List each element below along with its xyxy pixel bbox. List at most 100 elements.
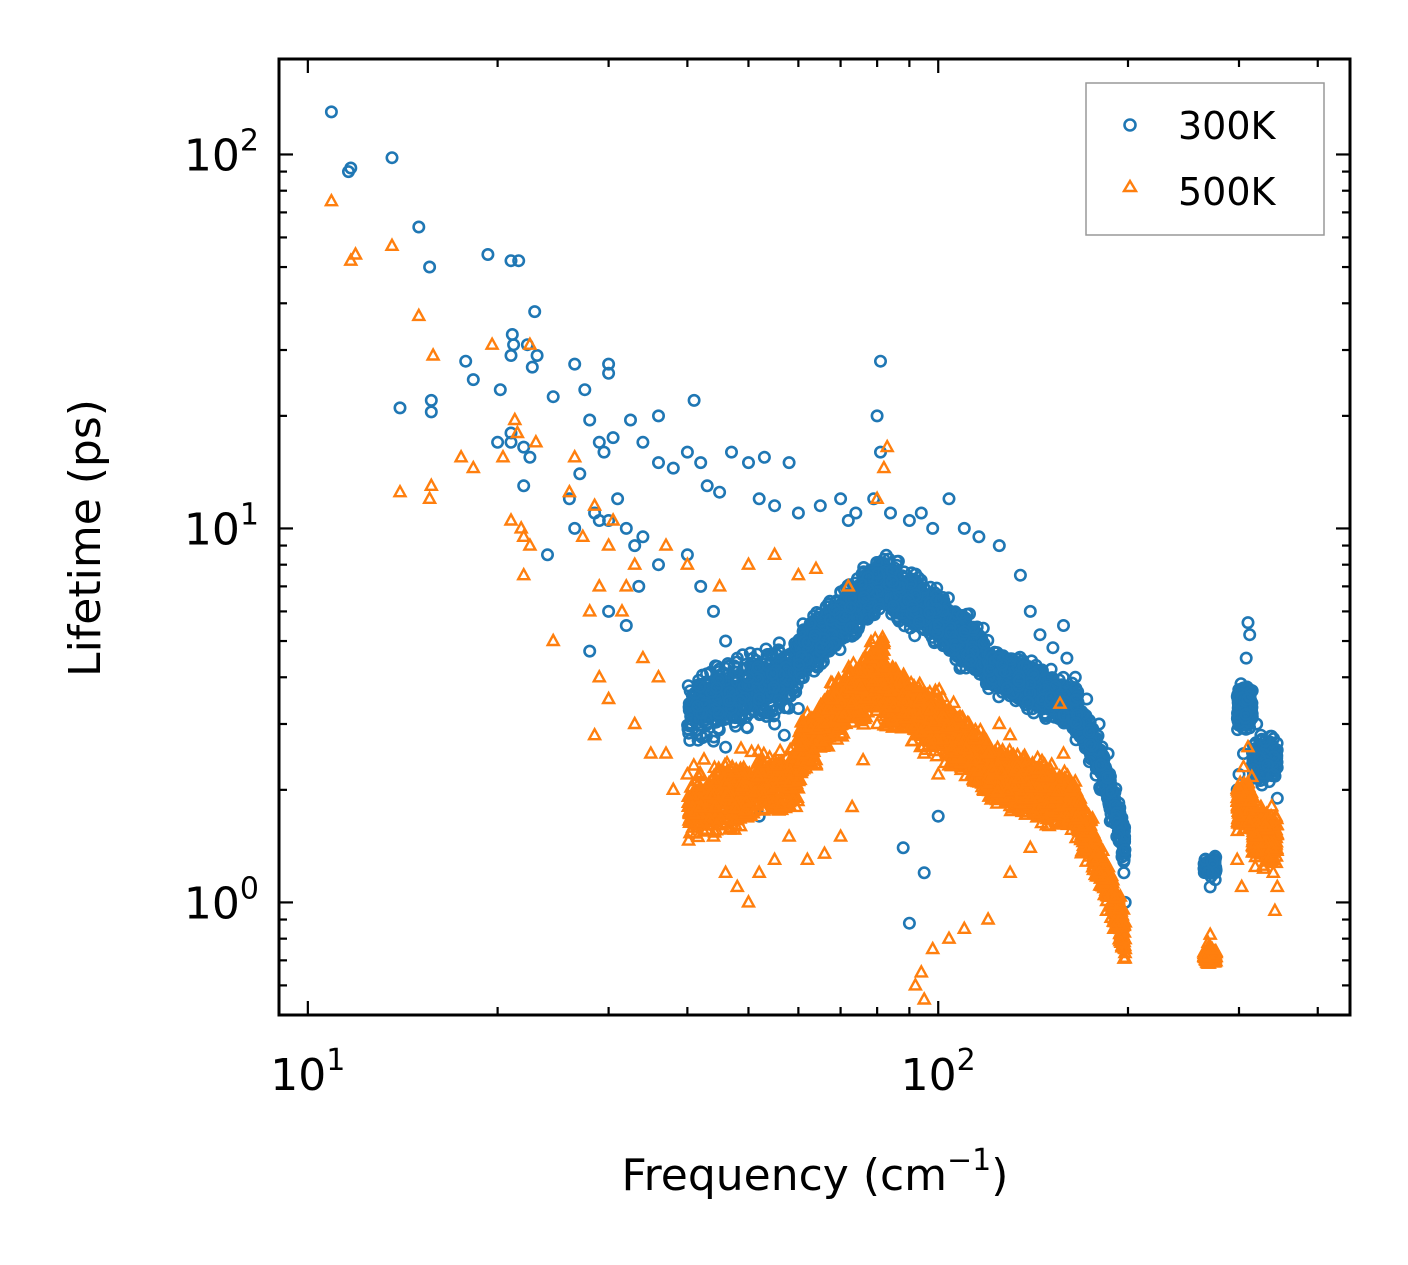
point-300k	[814, 640, 828, 654]
point-300k	[697, 698, 711, 712]
data-point-300k	[493, 383, 507, 397]
point-300k	[808, 629, 822, 643]
point-300k	[762, 706, 776, 720]
data-point-300k	[481, 248, 495, 262]
data-point-300k	[568, 357, 582, 371]
point-500k	[696, 751, 712, 765]
data-point-300k	[687, 393, 701, 407]
data-point-300k	[917, 866, 931, 880]
point-300k	[929, 594, 943, 608]
data-point-300k	[583, 644, 597, 658]
data-point-300k	[546, 390, 560, 404]
data-point-300k	[680, 445, 694, 459]
point-300k	[932, 618, 946, 632]
point-300k	[769, 664, 783, 678]
point-300k	[1043, 696, 1057, 710]
data-point-300k	[636, 435, 650, 449]
series-300k-cloud	[681, 548, 1284, 883]
data-point-300k	[902, 916, 916, 930]
point-300k	[724, 701, 738, 715]
data-point-300k	[694, 579, 708, 593]
data-point-300k	[424, 393, 438, 407]
data-point-300k	[942, 492, 956, 506]
data-point-300k	[568, 521, 582, 535]
data-point-300k	[523, 450, 537, 464]
point-300k	[993, 664, 1007, 678]
data-point-300k	[517, 440, 531, 454]
data-point-300k	[813, 499, 827, 513]
data-point-300k	[393, 401, 407, 415]
point-300k	[939, 610, 953, 624]
data-point-300k	[459, 354, 473, 368]
point-300k	[739, 710, 753, 724]
point-300k	[792, 658, 806, 672]
data-point-300k	[694, 456, 708, 470]
data-point-300k	[752, 492, 766, 506]
point-300k	[998, 664, 1012, 678]
point-300k	[837, 609, 851, 623]
data-point-300k	[606, 431, 620, 445]
point-300k	[854, 577, 868, 591]
data-point-300k	[651, 409, 665, 423]
data-point-300k	[782, 456, 796, 470]
point-300k	[1057, 708, 1071, 722]
point-300k	[871, 597, 885, 611]
point-300k	[955, 608, 969, 622]
point-300k	[764, 647, 778, 661]
data-point-300k	[528, 305, 542, 319]
point-300k	[1012, 674, 1026, 688]
point-300k	[721, 657, 735, 671]
point-300k	[1021, 695, 1035, 709]
data-point-300k	[902, 513, 916, 527]
point-300k	[885, 607, 899, 621]
point-300k	[722, 694, 736, 708]
data-point-300k	[636, 530, 650, 544]
point-300k	[693, 680, 707, 694]
point-300k	[1044, 691, 1058, 705]
data-point-300k	[324, 105, 338, 119]
point-300k	[1070, 707, 1084, 721]
data-point-300k	[632, 579, 646, 593]
point-300k	[944, 625, 958, 639]
data-point-300k	[873, 354, 887, 368]
data-point-300k	[611, 492, 625, 506]
point-300k	[1115, 846, 1129, 860]
point-300k	[1105, 784, 1119, 798]
data-point-300k	[628, 539, 642, 553]
point-300k	[856, 583, 870, 597]
point-500k	[686, 757, 702, 771]
data-point-300k	[1023, 604, 1037, 618]
point-300k	[682, 697, 696, 711]
point-300k	[1094, 758, 1108, 772]
data-point-300k	[517, 479, 531, 493]
data-point-300k	[525, 360, 539, 374]
point-300k	[714, 712, 728, 726]
point-300k	[908, 629, 922, 643]
data-point-300k	[992, 539, 1006, 553]
data-point-300k	[466, 373, 480, 387]
point-300k	[795, 671, 809, 685]
data-point-300k	[706, 604, 720, 618]
point-300k	[765, 667, 779, 681]
data-point-300k	[896, 841, 910, 855]
point-300k	[711, 673, 725, 687]
data-point-300k	[841, 513, 855, 527]
data-point-300k	[791, 506, 805, 520]
point-300k	[992, 651, 1006, 665]
data-point-300k	[423, 260, 437, 274]
data-point-300k	[1057, 618, 1071, 632]
data-point-300k	[1060, 651, 1074, 665]
data-point-300k	[768, 499, 782, 513]
point-500k	[733, 740, 749, 754]
point-300k	[885, 574, 899, 588]
data-point-300k	[385, 151, 399, 165]
point-300k	[861, 570, 875, 584]
data-point-300k	[1243, 628, 1257, 642]
point-300k	[872, 602, 886, 616]
point-300k	[1043, 703, 1057, 717]
data-point-300k	[619, 521, 633, 535]
data-point-300k	[424, 405, 438, 419]
data-point-300k	[834, 492, 848, 506]
point-300k	[917, 581, 931, 595]
